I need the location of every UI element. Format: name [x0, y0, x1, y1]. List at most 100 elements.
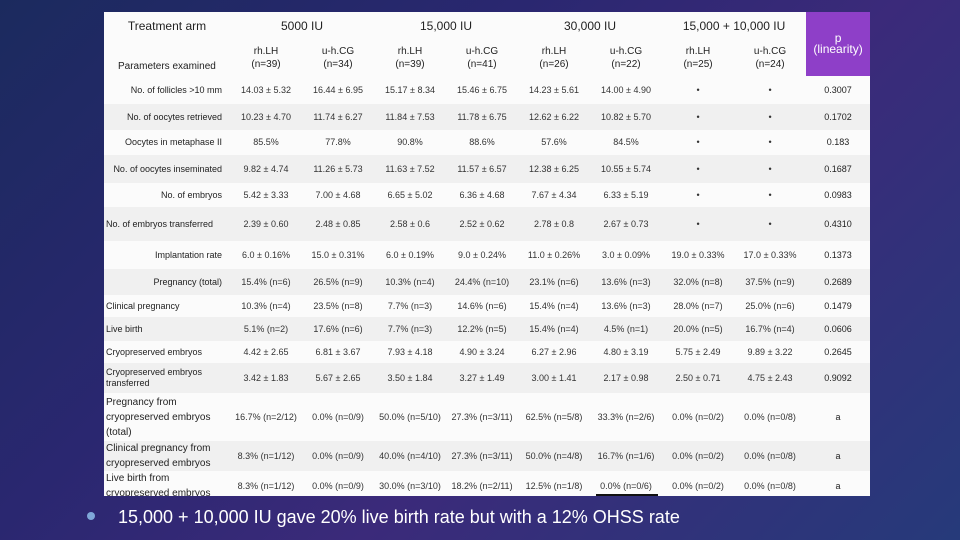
table-cell: 16.7% (n=4) [734, 317, 807, 341]
row-parameter-label: Cryopreserved embryos [106, 346, 203, 357]
table-cell: 2.78 ± 0.8 [518, 207, 591, 241]
p-value-cell: 0.1479 [824, 300, 852, 311]
table-cell: 11.0 ± 0.26% [527, 249, 581, 260]
table-cell: 13.6% (n=3) [590, 269, 663, 295]
table-cell: 20.0% (n=5) [662, 317, 735, 341]
table-cell: 2.48 ± 0.85 [302, 207, 374, 241]
row-parameter-label: Pregnancy from cryopreserved embryos (to… [106, 396, 211, 438]
table-row: No. of embryos 5.42 ± 3.33 7.00 ± 4.68 6.65… [104, 183, 870, 207]
table-cell: 30.0% (n=3/10) [379, 480, 441, 491]
table-cell: • [734, 104, 807, 130]
table-cell: 7.93 ± 4.18 [387, 346, 433, 357]
table-cell: 57.6% [541, 137, 567, 147]
table-cell: 9.0 ± 0.24% [458, 249, 506, 260]
subgroup-n: (n=26) [539, 59, 569, 70]
table-cell: 4.90 ± 3.24 [459, 346, 505, 357]
table-cell: 6.0 ± 0.16% [242, 249, 290, 260]
table-cell: 14.6% (n=6) [457, 300, 507, 311]
table-cell: 90.8% [397, 137, 423, 147]
table-cell: 8.3% (n=1/12) [230, 441, 302, 471]
row-parameter-label: Live birth [104, 317, 230, 341]
table-row: Clinical pregnancy 10.3% (n=4) 23.5% (n=8)… [104, 295, 870, 317]
table-cell: 14.23 ± 5.61 [529, 84, 579, 95]
table-cell: 17.0 ± 0.33% [743, 249, 797, 260]
table-cell: 6.27 ± 2.96 [531, 346, 577, 357]
subgroup-header: rh.LH (n=26) [518, 40, 590, 76]
subgroup-drug: u-h.CG [609, 46, 643, 57]
table-cell: 0.0% (n=0/9) [312, 480, 364, 491]
subgroup-n: (n=24) [755, 59, 785, 70]
table-row: Oocytes in metaphase II 85.5% 77.8% 90.8% 88… [104, 130, 870, 155]
table-cell: 9.89 ± 3.22 [747, 346, 793, 357]
table-cell: 15.46 ± 6.75 [457, 84, 507, 95]
table-cell: 4.75 ± 2.43 [734, 363, 807, 393]
table-cell: 16.44 ± 6.95 [313, 84, 363, 95]
parameters-examined-label: Parameters examined [118, 61, 216, 72]
subgroup-n: (n=25) [683, 59, 713, 70]
table-cell: 84.5% [613, 137, 639, 147]
table-cell: 4.5% (n=1) [590, 317, 663, 341]
table-cell: 85.5% [253, 137, 279, 147]
results-table-body: Treatment arm 5000 IU 15,000 IU 30,000 I… [104, 12, 870, 496]
table-cell: 0.0% (n=0/8) [744, 480, 796, 491]
table-cell: 15.4% (n=6) [230, 269, 302, 295]
table-cell: 23.1% (n=6) [518, 269, 591, 295]
table-cell: 11.84 ± 7.53 [374, 104, 446, 130]
table-cell: 10.55 ± 5.74 [590, 155, 663, 183]
table-cell: 3.42 ± 1.83 [230, 363, 302, 393]
table-cell: 0.0% (n=0/9) [302, 441, 374, 471]
table-cell: 32.0% (n=8) [662, 269, 735, 295]
table-cell: 6.33 ± 5.19 [603, 189, 649, 200]
p-value-cell: 0.183 [826, 137, 850, 147]
table-cell: 7.00 ± 4.68 [315, 189, 361, 200]
table-cell: 8.3% (n=1/12) [237, 480, 295, 491]
table-cell: 15.0 ± 0.31% [311, 249, 365, 260]
table-cell: 11.63 ± 7.52 [374, 155, 446, 183]
p-linearity-header: p (linearity) [806, 12, 870, 76]
p-value-cell: a [835, 480, 841, 491]
subgroup-n: (n=39) [395, 59, 425, 70]
row-parameter-label: Clinical pregnancy from cryopreserved em… [104, 441, 230, 471]
table-cell: 25.0% (n=6) [745, 300, 795, 311]
table-cell: 11.57 ± 6.57 [446, 155, 519, 183]
p-value-cell: a [806, 441, 870, 471]
group-header-5000: 5000 IU [280, 18, 324, 33]
row-parameter-label: No. of oocytes retrieved [104, 104, 230, 130]
subgroup-header: rh.LH (n=39) [230, 40, 302, 76]
p-value-cell: 0.2645 [824, 346, 852, 357]
table-cell: 0.0% (n=0/8) [734, 441, 807, 471]
subgroup-drug: rh.LH [253, 46, 279, 57]
table-cell: 88.6% [469, 137, 495, 147]
subgroup-header: rh.LH (n=25) [662, 40, 734, 76]
table-cell: 0.0% (n=0/2) [672, 480, 724, 491]
table-cell: 37.5% (n=9) [734, 269, 807, 295]
table-cell: 5.42 ± 3.33 [243, 189, 289, 200]
table-cell: 19.0 ± 0.33% [671, 249, 725, 260]
table-cell: 3.00 ± 1.41 [518, 363, 591, 393]
p-linearity-label: (linearity) [813, 42, 863, 56]
group-header-15000-10000: 15,000 + 10,000 IU [682, 18, 786, 33]
subgroup-drug: rh.LH [541, 46, 567, 57]
p-value-cell: 0.0983 [824, 189, 852, 200]
table-cell: • [662, 104, 735, 130]
treatment-arm-label: Treatment arm [127, 18, 207, 33]
table-cell: • [768, 189, 772, 200]
table-cell: 2.39 ± 0.60 [230, 207, 302, 241]
subgroup-header: u-h.CG (n=24) [734, 40, 806, 76]
p-value-cell: 0.1687 [806, 155, 870, 183]
table-cell: 77.8% [325, 137, 351, 147]
table-row: No. of embryos transferred 2.39 ± 0.60 2.4… [104, 207, 870, 241]
table-cell: 2.58 ± 0.6 [374, 207, 446, 241]
group-header-30000: 30,000 IU [564, 18, 617, 33]
table-cell: 5.75 ± 2.49 [675, 346, 721, 357]
subgroup-n: (n=39) [251, 59, 281, 70]
table-cell: 3.0 ± 0.09% [602, 249, 651, 260]
row-parameter-label: No. of follicles >10 mm [130, 84, 222, 95]
table-cell: 33.3% (n=2/6) [597, 411, 655, 422]
table-cell: 12.38 ± 6.25 [518, 155, 591, 183]
table-cell: 6.36 ± 4.68 [459, 189, 505, 200]
table-cell: 7.7% (n=3) [387, 300, 433, 311]
table-row: Cryopreserved embryos transferred 3.42 ± … [104, 363, 870, 393]
table-cell: 13.6% (n=3) [601, 300, 651, 311]
subgroup-n: (n=22) [611, 59, 641, 70]
